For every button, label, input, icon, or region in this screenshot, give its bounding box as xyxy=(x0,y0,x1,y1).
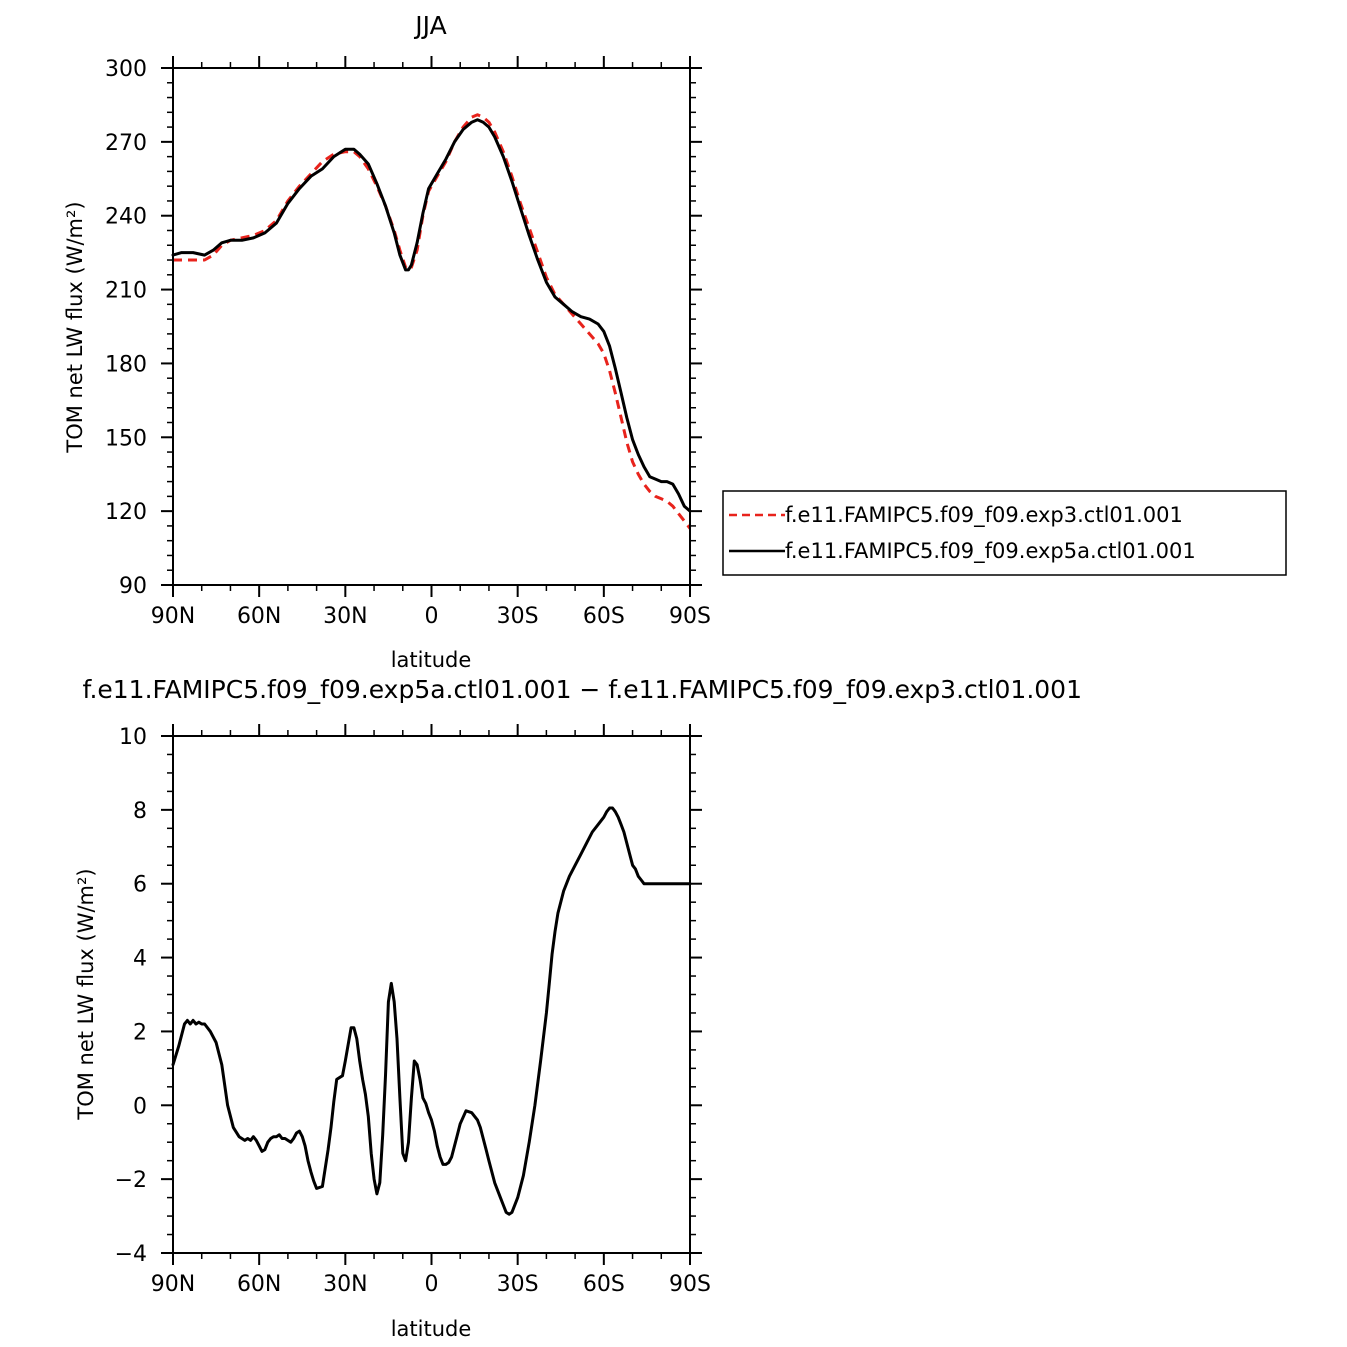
y-tick-label: 0 xyxy=(133,1094,147,1119)
y-tick-label: −4 xyxy=(115,1242,147,1267)
series-line-1 xyxy=(171,806,692,1216)
y-tick-label: 10 xyxy=(119,725,147,750)
legend: f.e11.FAMIPC5.f09_f09.exp3.ctl01.001 f.e… xyxy=(722,490,1287,576)
y-tick-label: 2 xyxy=(133,1020,147,1045)
top-plot-xlabel: latitude xyxy=(391,648,472,672)
bottom-plot-lines xyxy=(171,806,692,1216)
y-tick-label: 180 xyxy=(105,352,147,377)
y-tick-label: −2 xyxy=(115,1168,147,1193)
x-tick-label: 90S xyxy=(669,1272,711,1297)
x-tick-label: 60N xyxy=(237,1272,281,1297)
y-tick-label: 210 xyxy=(105,279,147,304)
bottom-plot-ylabel: TOM net LW flux (W/m²) xyxy=(74,868,98,1120)
legend-label-series-1: f.e11.FAMIPC5.f09_f09.exp3.ctl01.001 xyxy=(785,503,1183,528)
legend-box xyxy=(722,490,1287,576)
y-tick-label: 300 xyxy=(105,57,147,82)
bottom-plot-xlabel: latitude xyxy=(391,1317,472,1341)
x-tick-label: 0 xyxy=(425,1272,439,1297)
x-tick-label: 60N xyxy=(237,604,281,629)
top-plot-lines xyxy=(171,113,692,530)
x-tick-label: 30S xyxy=(497,604,539,629)
bottom-plot-panel: f.e11.FAMIPC5.f09_f09.exp5a.ctl01.001 − … xyxy=(74,675,1082,1341)
x-tick-label: 60S xyxy=(583,604,625,629)
x-tick-label: 0 xyxy=(425,604,439,629)
top-plot-panel: JJA 90N 60N 30N 0 30S 60S 90S 90 120 150 180 210 240… xyxy=(63,11,711,672)
top-plot-ylabel: TOM net LW flux (W/m²) xyxy=(63,201,87,453)
series-line-2 xyxy=(171,118,692,513)
y-tick-label: 90 xyxy=(119,574,147,599)
top-plot-ticks: 90N 60N 30N 0 30S 60S 90S 90 120 150 180 210 240 270 3… xyxy=(105,56,711,629)
x-tick-label: 90S xyxy=(669,604,711,629)
series-line-1 xyxy=(173,113,692,530)
y-tick-label: 4 xyxy=(133,947,147,972)
top-plot-title: JJA xyxy=(413,11,446,40)
y-tick-label: 8 xyxy=(133,799,147,824)
top-plot-frame xyxy=(172,67,691,586)
y-tick-label: 120 xyxy=(105,500,147,525)
x-tick-label: 30N xyxy=(323,604,367,629)
y-tick-label: 270 xyxy=(105,131,147,156)
bottom-plot-ticks: 90N 60N 30N 0 30S 60S 90S −4 −2 0 2 4 6 8 10 xyxy=(115,724,711,1297)
bottom-plot-title: f.e11.FAMIPC5.f09_f09.exp5a.ctl01.001 − … xyxy=(82,675,1082,704)
x-tick-label: 90N xyxy=(151,1272,195,1297)
y-tick-label: 240 xyxy=(105,205,147,230)
legend-label-series-2: f.e11.FAMIPC5.f09_f09.exp5a.ctl01.001 xyxy=(785,539,1196,564)
y-tick-label: 150 xyxy=(105,426,147,451)
x-tick-label: 30S xyxy=(497,1272,539,1297)
bottom-plot-frame xyxy=(172,735,691,1254)
y-tick-label: 6 xyxy=(133,873,147,898)
x-tick-label: 60S xyxy=(583,1272,625,1297)
x-tick-label: 30N xyxy=(323,1272,367,1297)
x-tick-label: 90N xyxy=(151,604,195,629)
